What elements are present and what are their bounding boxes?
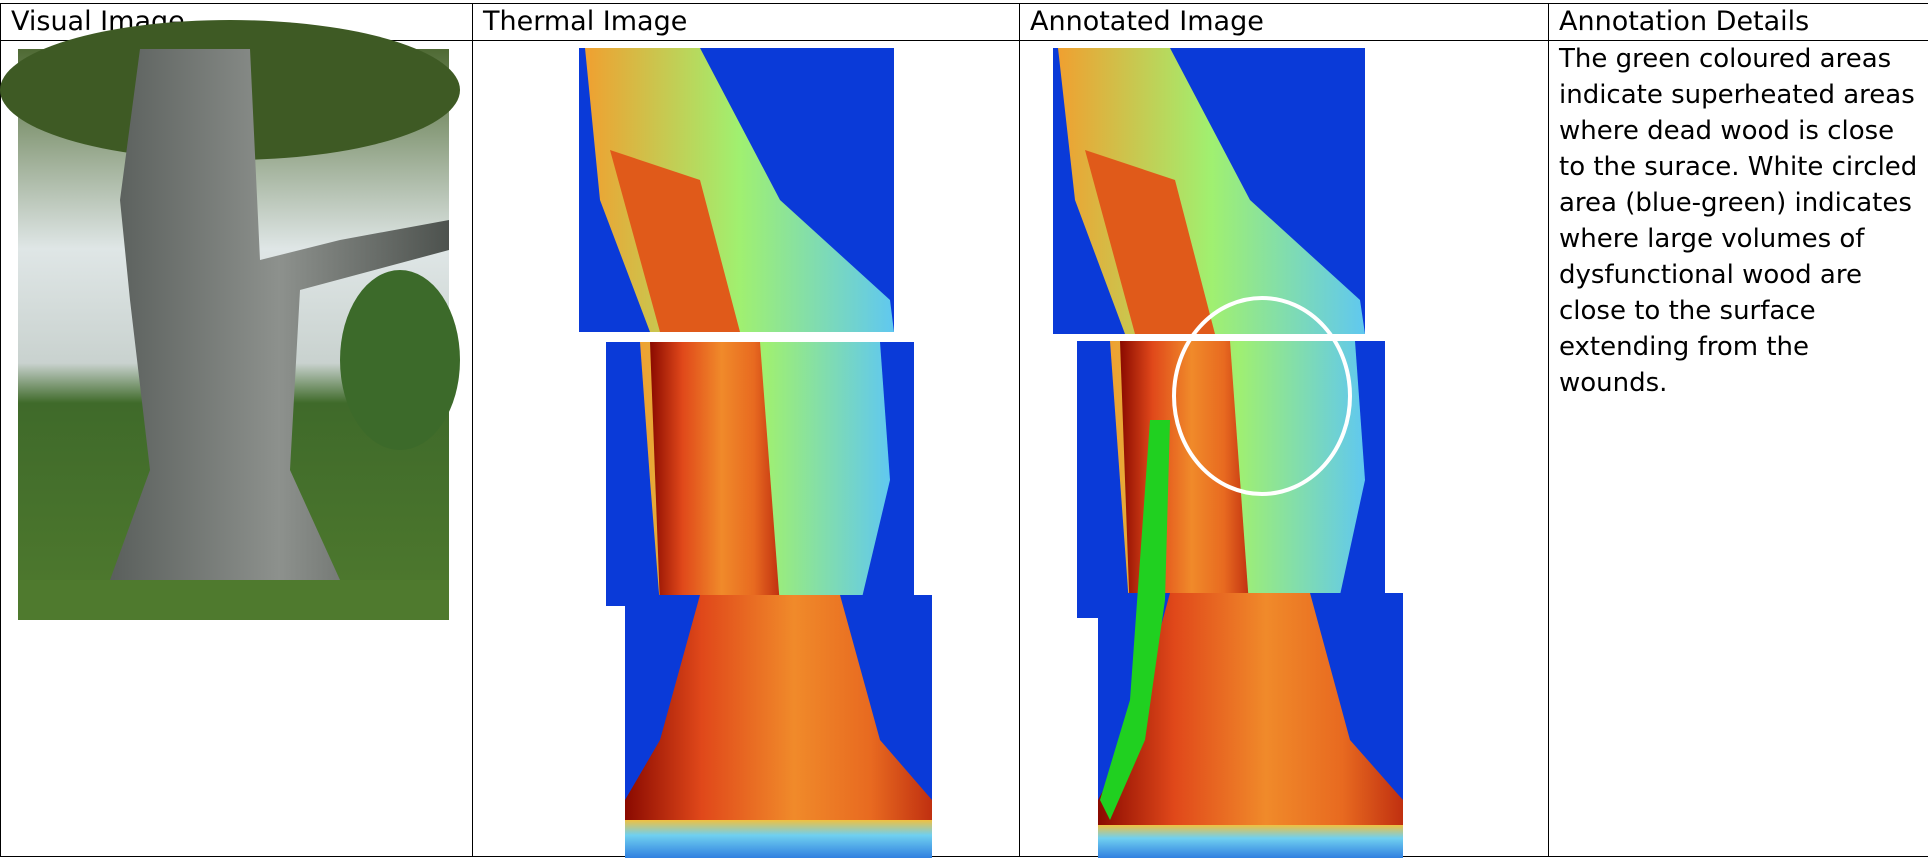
- header-cell: Visual Image: [0, 3, 473, 41]
- visual-cell: [0, 40, 473, 857]
- header-cell: Annotated Image: [1019, 3, 1549, 41]
- body-row: The green coloured areas indicate superh…: [0, 40, 1928, 857]
- header-row: Visual Image Thermal Image Annotated Ima…: [0, 3, 1928, 41]
- annotation-details: The green coloured areas indicate superh…: [1548, 40, 1928, 857]
- annotated-cell: [1019, 40, 1549, 857]
- annotation-table: Visual Image Thermal Image Annotated Ima…: [0, 3, 1928, 857]
- header-cell: Annotation Details: [1548, 3, 1928, 41]
- thermal-cell: [472, 40, 1020, 857]
- header-cell: Thermal Image: [472, 3, 1020, 41]
